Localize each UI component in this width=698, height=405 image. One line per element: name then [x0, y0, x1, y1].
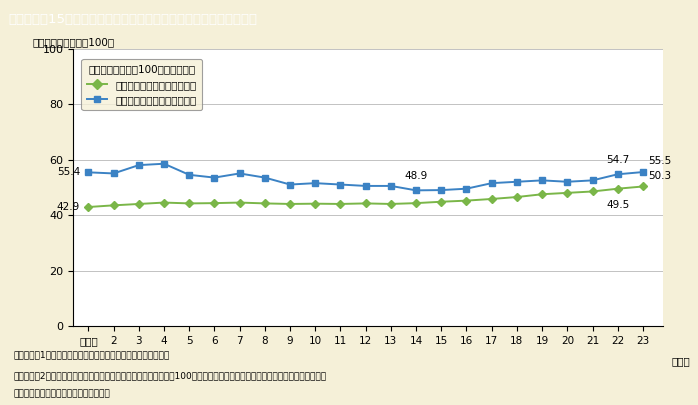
Text: 55.4: 55.4: [57, 167, 80, 177]
Text: 第１－３－15図　労働者の１時間当たり平均所定内給与格差の推移: 第１－３－15図 労働者の１時間当たり平均所定内給与格差の推移: [8, 13, 258, 26]
Text: 49.5: 49.5: [606, 200, 630, 210]
Text: 54.7: 54.7: [606, 155, 630, 164]
Text: 42.9: 42.9: [57, 202, 80, 212]
Text: を算出したものである。: を算出したものである。: [14, 390, 111, 399]
Text: 48.9: 48.9: [404, 171, 428, 181]
Text: （男性一般労働者＝100）: （男性一般労働者＝100）: [32, 37, 114, 47]
Text: 55.5: 55.5: [648, 156, 671, 166]
Text: （備考）　1．厚生労働省「賃金構造基本統計調査」より作成。: （備考） 1．厚生労働省「賃金構造基本統計調査」より作成。: [14, 350, 170, 359]
Legend: 女性短時間労働者の給与水準, 男性短時間労働者の給与水準: 女性短時間労働者の給与水準, 男性短時間労働者の給与水準: [82, 60, 202, 110]
Text: 2．男性一般労働者の１時間当たり平均所定内給与額を100として，各区分の１時間当たり平均所定内給与額の水準: 2．男性一般労働者の１時間当たり平均所定内給与額を100として，各区分の１時間当…: [14, 372, 327, 381]
Text: （年）: （年）: [672, 356, 691, 367]
Text: 50.3: 50.3: [648, 171, 671, 181]
